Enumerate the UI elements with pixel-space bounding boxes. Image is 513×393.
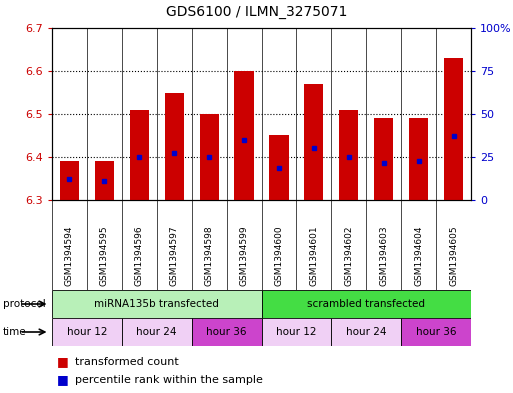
Bar [331,318,401,346]
Bar [130,110,149,200]
Text: GSM1394595: GSM1394595 [100,225,109,285]
Text: GSM1394599: GSM1394599 [240,225,248,285]
Bar [269,136,288,200]
Text: GSM1394602: GSM1394602 [344,225,353,285]
Text: GSM1394603: GSM1394603 [379,225,388,285]
Bar [409,118,428,200]
Bar [262,290,471,318]
Bar [374,118,393,200]
Bar [122,318,192,346]
Text: hour 24: hour 24 [136,327,177,337]
Text: protocol: protocol [3,299,45,309]
Text: hour 36: hour 36 [206,327,247,337]
Text: GSM1394594: GSM1394594 [65,225,74,285]
Text: ■: ■ [57,355,69,368]
Bar [234,71,253,200]
Text: GSM1394605: GSM1394605 [449,225,458,285]
Text: GDS6100 / ILMN_3275071: GDS6100 / ILMN_3275071 [166,5,347,19]
Text: GSM1394601: GSM1394601 [309,225,319,285]
Text: miRNA135b transfected: miRNA135b transfected [94,299,219,309]
Bar [52,290,262,318]
Bar [165,92,184,200]
Text: GSM1394598: GSM1394598 [205,225,213,285]
Bar [401,318,471,346]
Text: ■: ■ [57,373,69,386]
Bar [304,84,324,200]
Text: transformed count: transformed count [75,357,179,367]
Bar [200,114,219,200]
Text: hour 12: hour 12 [67,327,107,337]
Bar [339,110,359,200]
Text: scrambled transfected: scrambled transfected [307,299,425,309]
Text: time: time [3,327,26,337]
Text: GSM1394604: GSM1394604 [414,225,423,285]
Text: GSM1394596: GSM1394596 [135,225,144,285]
Bar [262,318,331,346]
Bar [444,58,463,200]
Text: GSM1394597: GSM1394597 [170,225,179,285]
Bar [192,318,262,346]
Text: percentile rank within the sample: percentile rank within the sample [75,375,263,385]
Bar [95,161,114,200]
Text: hour 24: hour 24 [346,327,386,337]
Text: hour 36: hour 36 [416,327,457,337]
Text: hour 12: hour 12 [276,327,317,337]
Bar [60,161,79,200]
Text: GSM1394600: GSM1394600 [274,225,284,285]
Bar [52,318,122,346]
